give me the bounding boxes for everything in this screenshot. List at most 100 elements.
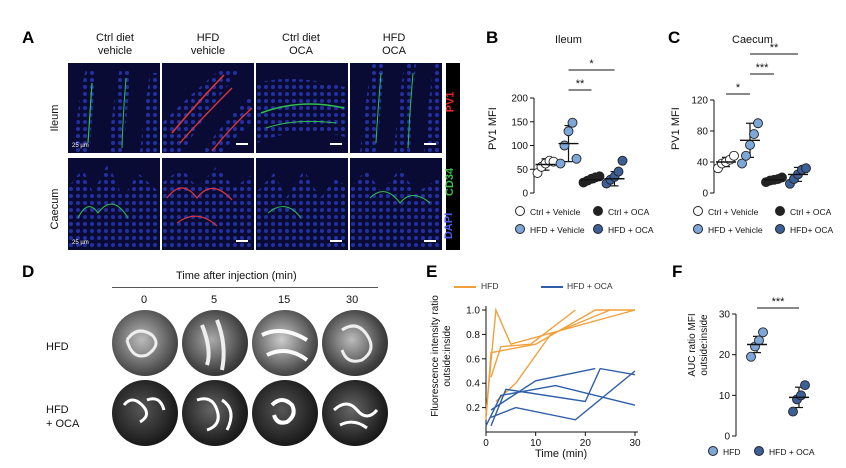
- legend-e-oca-label: HFD + OCA: [567, 281, 613, 291]
- chart-b-point-3-4: [617, 155, 628, 166]
- chart-c-ytick-label-0: 0: [702, 189, 708, 200]
- panel-d-row-hfd-oca-2: + OCA: [46, 418, 80, 430]
- legend-b-dot-4: [593, 224, 603, 234]
- chart-c-title: Caecum: [732, 34, 773, 46]
- chart-b-point-3-3: [613, 166, 624, 177]
- channel-strip: [446, 63, 460, 250]
- chart-f-sig-label-0: ***: [772, 296, 786, 308]
- col-title-4-line2: OCA: [382, 45, 406, 57]
- legend-c-dot-1: [693, 206, 703, 216]
- chart-f-point-0-3: [758, 327, 768, 338]
- chart-c-ytick-label-3: 120: [691, 96, 708, 107]
- legend-c-dot-2: [693, 224, 703, 234]
- legend-b-label-3: Ctrl + OCA: [608, 207, 650, 217]
- intravital-hfd-5: [182, 310, 248, 376]
- chart-f-ylabel: AUC ratio MFI outside:inside: [687, 313, 710, 377]
- chart-f-point-0-2: [754, 335, 764, 346]
- legend-e-hfd-line: [454, 286, 476, 288]
- chart-e-series-1-line-2: [490, 367, 636, 427]
- chart-b-ytick-label-1: 50: [517, 165, 529, 176]
- legend-f-label-oca: HFD + OCA: [769, 447, 815, 457]
- chart-e-series-1-line-3: [490, 367, 596, 411]
- chart-b-ylabel: PV1 MFI: [487, 107, 499, 150]
- chart-b-point-1-1: [559, 140, 570, 151]
- micrograph-ileum-hfd-vehicle: [162, 63, 254, 153]
- chart-c-point-1-4: [753, 118, 763, 129]
- chart-f-point-1-2: [796, 390, 806, 401]
- legend-f-dot-oca: [754, 446, 764, 456]
- chart-e-series-0-line-2: [490, 309, 576, 378]
- chart-b-sig-label-0: **: [576, 78, 585, 90]
- chart-e-xlabel: Time (min): [535, 448, 588, 460]
- time-label-5: 5: [211, 294, 218, 306]
- chart-f-point-0-0: [746, 351, 756, 362]
- chart-c-ylabel: PV1 MFI: [670, 107, 682, 150]
- legend-e-oca-line: [541, 286, 563, 288]
- chart-f-point-1-0: [788, 406, 798, 417]
- legend-e-hfd-label: HFD: [481, 281, 499, 291]
- legend-c-dot-3: [775, 206, 785, 216]
- micrograph-caecum-ctrl-vehicle: 25 µm: [68, 158, 160, 250]
- chart-e-ytick-label-2: 0.6: [466, 354, 480, 365]
- micrograph-ileum-ctrl-vehicle: 25 µm: [68, 63, 160, 153]
- chart-e-ytick-label-4: 1.0: [466, 306, 480, 317]
- legend-f-label-hfd: HFD: [723, 447, 741, 457]
- micrograph-caecum-hfd-vehicle: [162, 158, 254, 250]
- intravital-hfd-oca-0: [112, 380, 178, 446]
- micrograph-ileum-hfd-oca: [350, 63, 442, 153]
- legend-b-label-2: HFD + Vehicle: [530, 225, 585, 235]
- chart-f-ytick-label-2: 20: [719, 350, 731, 361]
- chart-c-point-1-3: [749, 129, 759, 140]
- chart-c-point-1-0: [737, 158, 747, 169]
- panel-label-f: F: [672, 262, 683, 281]
- col-title-4: HFD OCA: [349, 32, 439, 58]
- scale-bar-label: 25 µm: [72, 143, 89, 149]
- panel-d-row-hfd: HFD: [46, 341, 69, 353]
- chart-e-ylabel: Fluorescence intensity ratio outside:ins…: [430, 295, 453, 417]
- col-title-3-line2: OCA: [289, 45, 313, 57]
- chart-b-point-1-4: [571, 153, 582, 164]
- legend-c-label-3: Ctrl + OCA: [790, 207, 832, 217]
- chart-c-sig-label-2: **: [770, 42, 779, 54]
- col-title-2: HFD vehicle: [163, 32, 253, 58]
- legend-c-label-1: Ctrl + Vehicle: [708, 207, 759, 217]
- chart-c-point-0-4: [729, 150, 739, 161]
- chart-b-point-1-0: [555, 158, 566, 169]
- intravital-hfd-oca-30: [322, 380, 388, 446]
- legend-b-dot-1: [515, 206, 525, 216]
- micrograph-caecum-hfd-oca: [350, 158, 442, 250]
- chart-b-point-1-3: [567, 117, 578, 128]
- chart-e-series-0-line-1: [485, 309, 635, 420]
- col-title-1-line1: Ctrl diet: [96, 32, 134, 44]
- legend-c-label-2: HFD + Vehicle: [708, 225, 763, 235]
- col-title-1-line2: vehicle: [97, 45, 133, 57]
- chart-b-sig-label-1: *: [589, 58, 594, 70]
- col-title-1: Ctrl diet vehicle: [70, 32, 160, 58]
- col-title-3-line1: Ctrl diet: [282, 32, 320, 44]
- panel-label-a: A: [22, 28, 35, 47]
- intravital-hfd-oca-15: [252, 380, 318, 446]
- col-title-3: Ctrl diet OCA: [256, 32, 346, 58]
- time-label-30: 30: [346, 294, 359, 306]
- chart-e-ytick-label-1: 0.4: [466, 379, 480, 390]
- scale-bar-label-2: 25 µm: [72, 240, 89, 246]
- chart-c-point-3-4: [801, 163, 811, 174]
- legend-b-dot-3: [593, 206, 603, 216]
- chart-b-title: Ileum: [555, 34, 582, 46]
- chart-f-point-1-3: [800, 380, 810, 391]
- chart-c-ytick-label-2: 80: [697, 127, 709, 138]
- chart-c-point-1-2: [745, 139, 755, 150]
- intravital-hfd-oca-5: [182, 380, 248, 446]
- time-label-0: 0: [141, 294, 148, 306]
- chart-c-point-2-4: [777, 172, 787, 183]
- chart-b-point-1-2: [563, 126, 574, 137]
- chart-f-ytick-label-0: 0: [724, 432, 730, 443]
- chart-e-series-0-line-3: [495, 309, 611, 403]
- panel-label-b: B: [486, 28, 499, 47]
- intravital-hfd-30: [322, 310, 388, 376]
- chart-c-sig-label-1: ***: [756, 62, 770, 74]
- legend-c-label-4: HFD+ OCA: [790, 225, 834, 235]
- legend-c-dot-4: [775, 224, 785, 234]
- chart-e-xtick-label-0: 0: [483, 438, 489, 449]
- time-label-15: 15: [278, 294, 291, 306]
